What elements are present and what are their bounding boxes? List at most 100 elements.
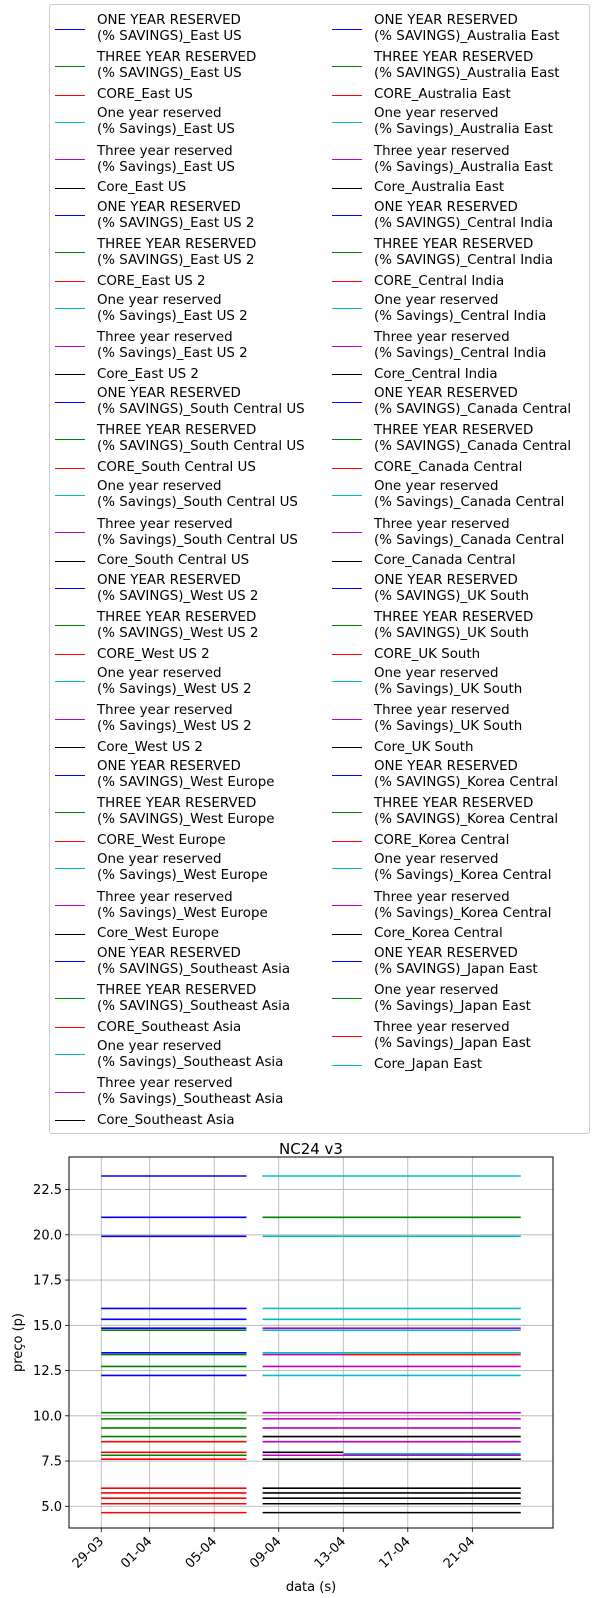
legend-label: Three year reserved (% Savings)_Southeas… [97, 1076, 284, 1108]
legend-swatch [332, 345, 362, 347]
legend-swatch [332, 681, 362, 683]
legend-entry: THREE YEAR RESERVED (% SAVINGS)_Southeas… [55, 982, 290, 1016]
legend-swatch [55, 998, 85, 1000]
legend-swatch [332, 654, 362, 656]
legend-swatch [55, 625, 85, 627]
legend-entry: One year reserved (% Savings)_UK South [332, 665, 522, 699]
legend-swatch [55, 747, 85, 749]
legend-label: Core_Southeast Asia [97, 1112, 235, 1128]
legend-entry: Three year reserved (% Savings)_UK South [332, 702, 522, 736]
legend-label: ONE YEAR RESERVED (% SAVINGS)_South Cent… [97, 386, 305, 418]
legend-label: Three year reserved (% Savings)_West Eur… [97, 889, 268, 921]
legend-entry: Three year reserved (% Savings)_Canada C… [332, 516, 564, 550]
legend-entry: CORE_West Europe [55, 833, 226, 850]
legend-label: Three year reserved (% Savings)_Canada C… [374, 516, 565, 548]
legend-swatch [332, 840, 362, 842]
series-lines [101, 1175, 521, 1514]
legend-swatch [55, 905, 85, 907]
y-tick-label: 12.5 [33, 1364, 62, 1379]
legend-entry: One year reserved (% Savings)_East US [55, 105, 235, 139]
legend-label: THREE YEAR RESERVED (% SAVINGS)_Southeas… [97, 982, 291, 1014]
grid-lines [69, 1157, 553, 1528]
legend-swatch [332, 998, 362, 1000]
legend-entry: THREE YEAR RESERVED (% SAVINGS)_West US … [55, 609, 258, 643]
legend-swatch [332, 374, 362, 376]
legend-swatch [332, 187, 362, 189]
legend-swatch [55, 494, 85, 496]
legend-entry: One year reserved (% Savings)_South Cent… [55, 478, 298, 512]
legend-entry: CORE_Australia East [332, 87, 511, 104]
legend-entry: CORE_Southeast Asia [55, 1019, 241, 1036]
legend-swatch [332, 28, 362, 30]
legend-swatch [332, 811, 362, 813]
legend-entry: Three year reserved (% Savings)_Japan Ea… [332, 1019, 531, 1053]
legend-swatch [55, 401, 85, 403]
legend-swatch [332, 1064, 362, 1066]
legend-swatch [332, 1035, 362, 1037]
legend-entry: THREE YEAR RESERVED (% SAVINGS)_East US … [55, 236, 256, 270]
legend-entry: One year reserved (% Savings)_West US 2 [55, 665, 252, 699]
legend-entry: ONE YEAR RESERVED (% SAVINGS)_East US 2 [55, 199, 254, 233]
legend-label: One year reserved (% Savings)_West Europ… [97, 852, 268, 884]
x-tick-label: 09-04 [247, 1534, 284, 1571]
legend-swatch [55, 560, 85, 562]
legend-entry: ONE YEAR RESERVED (% SAVINGS)_Japan East [332, 945, 538, 979]
legend-entry: CORE_East US 2 [55, 273, 206, 290]
legend-label: ONE YEAR RESERVED (% SAVINGS)_Japan East [374, 945, 538, 977]
legend-entry: Three year reserved (% Savings)_Southeas… [55, 1075, 283, 1109]
legend-label: THREE YEAR RESERVED (% SAVINGS)_West Eur… [97, 796, 275, 828]
legend-swatch [55, 654, 85, 656]
legend-swatch [332, 252, 362, 254]
legend-entry: CORE_West US 2 [55, 646, 210, 663]
legend-label: ONE YEAR RESERVED (% SAVINGS)_Korea Cent… [374, 759, 559, 791]
legend-swatch [55, 159, 85, 161]
legend-entry: Three year reserved (% Savings)_West Eur… [55, 889, 268, 923]
legend-entry: ONE YEAR RESERVED (% SAVINGS)_West US 2 [55, 572, 258, 606]
legend-entry: THREE YEAR RESERVED (% SAVINGS)_Canada C… [332, 422, 571, 456]
legend-label: CORE_West Europe [97, 833, 226, 849]
legend-label: One year reserved (% Savings)_UK South [374, 665, 523, 697]
x-tick-label: 05-04 [183, 1534, 220, 1571]
legend-swatch [55, 840, 85, 842]
legend-label: ONE YEAR RESERVED (% SAVINGS)_Central In… [374, 199, 554, 231]
legend-entry: One year reserved (% Savings)_East US 2 [55, 292, 248, 326]
legend-entry: Three year reserved (% Savings)_West US … [55, 702, 252, 736]
legend-label: Three year reserved (% Savings)_Japan Ea… [374, 1020, 531, 1052]
legend-swatch [332, 121, 362, 123]
legend-label: Three year reserved (% Savings)_Korea Ce… [374, 889, 552, 921]
legend-entry: CORE_Korea Central [332, 833, 509, 850]
legend-entry: Three year reserved (% Savings)_Australi… [332, 143, 553, 177]
legend-label: THREE YEAR RESERVED (% SAVINGS)_South Ce… [97, 423, 305, 455]
x-tick-label: 21-04 [441, 1534, 478, 1571]
legend-entry: Core_Canada Central [332, 553, 516, 570]
legend-label: ONE YEAR RESERVED (% SAVINGS)_UK South [374, 572, 529, 604]
legend-entry: One year reserved (% Savings)_West Europ… [55, 851, 268, 885]
legend-label: Core_Canada Central [374, 553, 516, 569]
legend-swatch [332, 625, 362, 627]
legend-swatch [55, 308, 85, 310]
legend-entry: One year reserved (% Savings)_Australia … [332, 105, 553, 139]
legend-label: Three year reserved (% Savings)_UK South [374, 703, 523, 735]
legend-swatch [55, 187, 85, 189]
legend-label: One year reserved (% Savings)_Central In… [374, 292, 547, 324]
legend-label: Three year reserved (% Savings)_Australi… [374, 143, 553, 175]
legend-entry: One year reserved (% Savings)_Canada Cen… [332, 478, 564, 512]
legend-entry: Core_Southeast Asia [55, 1112, 235, 1129]
legend-entry: ONE YEAR RESERVED (% SAVINGS)_Canada Cen… [332, 385, 571, 419]
legend-entry: THREE YEAR RESERVED (% SAVINGS)_UK South [332, 609, 533, 643]
legend-label: THREE YEAR RESERVED (% SAVINGS)_East US [97, 50, 257, 82]
legend-label: THREE YEAR RESERVED (% SAVINGS)_Australi… [374, 50, 560, 82]
legend-entry: Three year reserved (% Savings)_Korea Ce… [332, 889, 551, 923]
legend-entry: ONE YEAR RESERVED (% SAVINGS)_South Cent… [55, 385, 305, 419]
legend-label: Three year reserved (% Savings)_Central … [374, 330, 547, 362]
legend-swatch [332, 159, 362, 161]
legend-swatch [55, 681, 85, 683]
legend-swatch [55, 1120, 85, 1122]
chart-title: NC24 v3 [279, 1140, 343, 1158]
legend-label: Core_Australia East [374, 180, 505, 196]
legend-entry: Three year reserved (% Savings)_Central … [332, 329, 546, 363]
legend-label: CORE_East US 2 [97, 273, 206, 289]
legend-label: ONE YEAR RESERVED (% SAVINGS)_East US 2 [97, 199, 255, 231]
legend-swatch [332, 494, 362, 496]
legend-label: CORE_West US 2 [97, 646, 210, 662]
